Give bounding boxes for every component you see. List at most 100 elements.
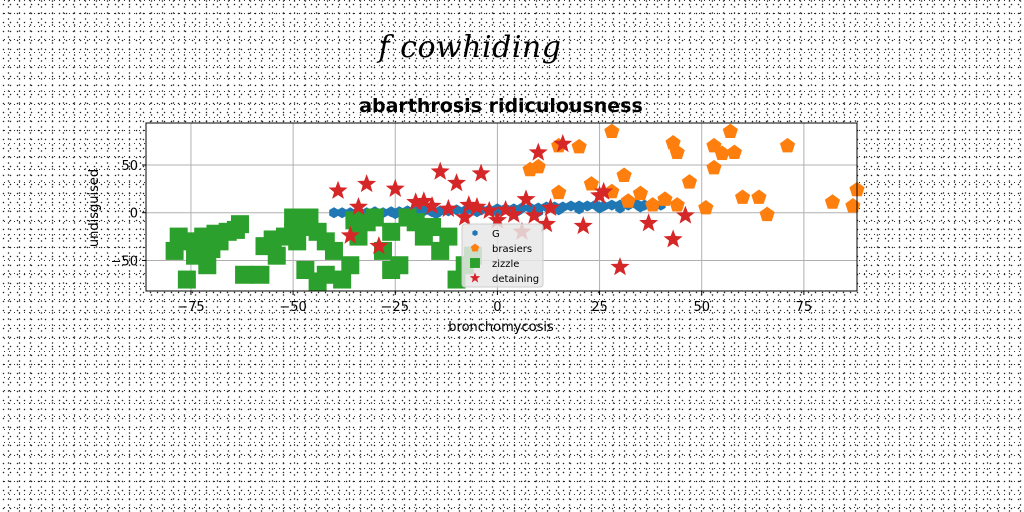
data-point-detaining	[414, 191, 434, 210]
data-point-detaining	[496, 199, 516, 218]
data-point-detaining	[553, 134, 573, 153]
data-point-brasiers	[604, 123, 620, 139]
legend-marker-G	[472, 229, 478, 237]
data-point-zizzle	[431, 241, 450, 260]
data-point-detaining	[406, 192, 426, 211]
x-tick-label: 25	[591, 300, 608, 315]
data-point-brasiers	[669, 197, 685, 212]
data-point-brasiers	[620, 193, 636, 208]
data-point-zizzle	[177, 270, 196, 289]
data-point-zizzle	[235, 265, 254, 284]
data-point-G	[594, 202, 605, 214]
data-point-G	[337, 207, 347, 219]
x-axis-label: bronchomycosis	[448, 320, 554, 335]
data-point-brasiers	[759, 206, 775, 222]
legend-label: detaining	[492, 274, 539, 285]
legend-label: zizzle	[492, 259, 519, 270]
y-tick-label: 0	[130, 207, 138, 222]
data-point-brasiers	[583, 176, 600, 191]
legend-marker-detaining	[469, 272, 481, 283]
data-point-detaining	[573, 216, 593, 235]
data-point-detaining	[610, 257, 630, 276]
data-point-detaining	[430, 161, 450, 180]
data-point-detaining	[479, 200, 499, 219]
data-point-detaining	[422, 196, 442, 215]
y-tick-label: 50	[121, 159, 138, 174]
legend-box	[461, 223, 544, 288]
legend-label: G	[492, 229, 500, 240]
data-point-zizzle	[423, 218, 442, 237]
legend-label: brasiers	[492, 244, 532, 255]
data-point-zizzle	[251, 265, 270, 284]
y-axis-label: undisguised	[87, 169, 102, 247]
data-point-brasiers	[632, 185, 649, 201]
data-point-detaining	[516, 189, 536, 208]
data-point-detaining	[675, 205, 695, 224]
data-point-detaining	[487, 210, 507, 229]
y-tick-label: −50	[111, 254, 138, 269]
data-point-detaining	[369, 236, 389, 255]
data-point-brasiers	[669, 144, 685, 160]
data-point-detaining	[348, 197, 368, 216]
data-point-zizzle	[406, 213, 425, 232]
data-point-G	[607, 199, 617, 211]
data-point-brasiers	[522, 161, 538, 177]
data-point-zizzle	[230, 215, 249, 234]
data-point-brasiers	[751, 189, 767, 204]
data-point-brasiers	[706, 159, 722, 175]
data-point-zizzle	[284, 208, 303, 227]
data-point-detaining	[467, 197, 487, 216]
data-point-detaining	[438, 198, 458, 217]
data-point-brasiers	[681, 174, 698, 189]
data-point-zizzle	[267, 246, 286, 265]
x-tick-label: 75	[796, 300, 813, 315]
data-point-detaining	[594, 181, 614, 200]
data-point-G	[566, 200, 576, 212]
data-point-detaining	[385, 178, 405, 197]
x-tick-label: −75	[177, 300, 204, 315]
legend-marker-brasiers	[470, 243, 480, 252]
data-point-detaining	[536, 214, 556, 233]
data-point-zizzle	[333, 270, 352, 289]
data-point-brasiers	[714, 145, 730, 161]
data-point-brasiers	[722, 123, 738, 139]
data-point-zizzle	[288, 232, 307, 251]
x-tick-label: −25	[382, 300, 409, 315]
data-point-brasiers	[726, 144, 743, 160]
data-point-detaining	[504, 204, 524, 223]
data-point-brasiers	[616, 167, 632, 182]
data-point-zizzle	[439, 227, 458, 246]
x-axis-ticks: −75 −50 −25 0 25 50 75	[177, 291, 812, 315]
data-point-detaining	[328, 180, 348, 199]
data-point-zizzle	[341, 256, 360, 275]
data-point-brasiers	[698, 199, 714, 215]
data-point-zizzle	[206, 224, 225, 243]
data-point-detaining	[455, 207, 475, 226]
x-tick-label: 50	[693, 300, 710, 315]
data-point-zizzle	[365, 208, 384, 227]
data-point-brasiers	[734, 189, 751, 204]
figure-suptitle: f cowhiding	[378, 30, 562, 65]
data-point-detaining	[639, 213, 659, 232]
data-point-G	[574, 203, 584, 215]
data-point-G	[582, 200, 593, 212]
data-point-zizzle	[316, 232, 335, 251]
x-tick-label: −50	[279, 300, 306, 315]
data-point-detaining	[357, 174, 377, 193]
plot-frame	[145, 122, 858, 292]
data-point-G	[615, 202, 625, 214]
data-point-brasiers	[571, 138, 587, 154]
data-point-zizzle	[390, 256, 409, 275]
data-point-brasiers	[824, 194, 841, 209]
data-point-brasiers	[551, 184, 567, 200]
data-point-detaining	[340, 225, 360, 244]
data-point-zizzle	[300, 208, 319, 227]
data-points	[165, 123, 865, 291]
data-point-detaining	[528, 142, 548, 161]
data-point-detaining	[447, 173, 467, 192]
data-point-zizzle	[345, 211, 364, 230]
data-point-zizzle	[316, 265, 335, 284]
data-point-detaining	[663, 229, 683, 248]
data-point-brasiers	[779, 137, 796, 153]
chart-title: abarthrosis ridiculousness	[359, 95, 643, 117]
